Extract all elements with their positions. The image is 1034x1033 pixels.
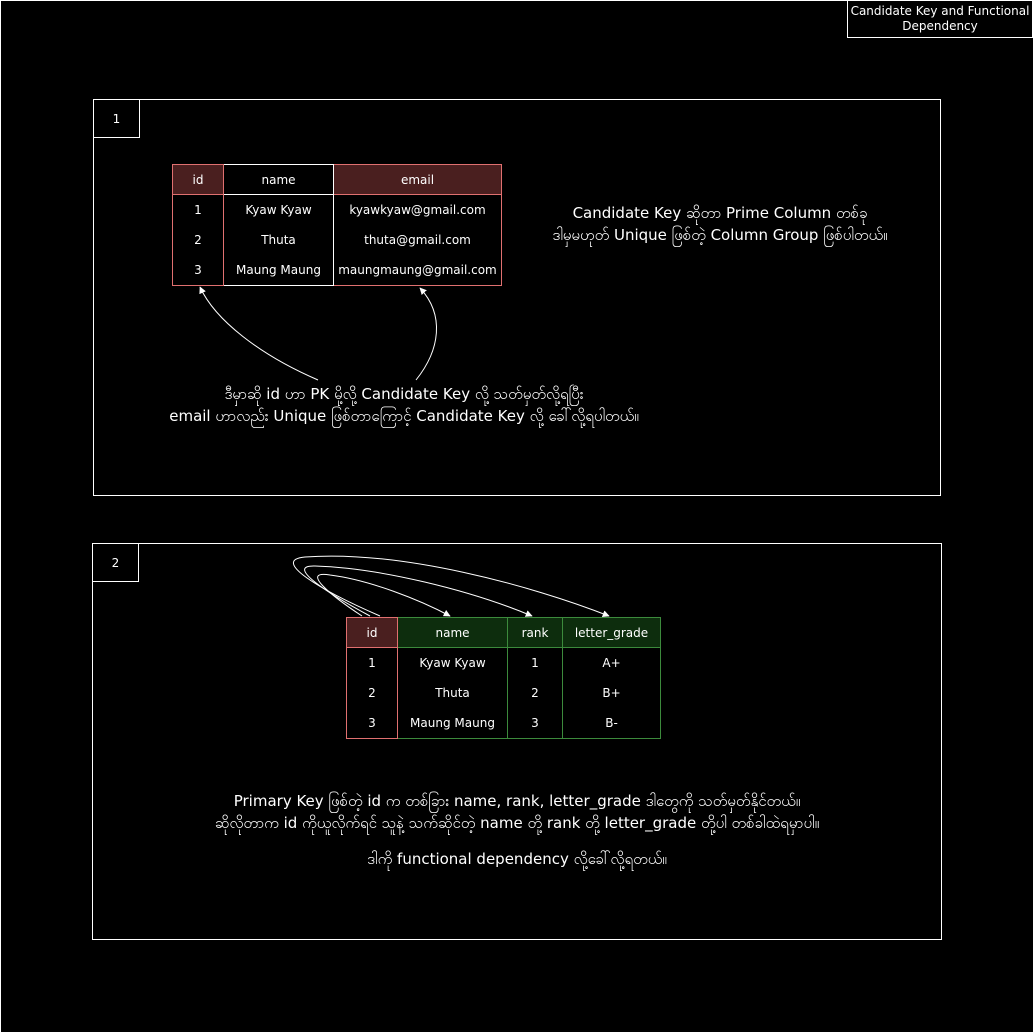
table-cell: 1 (531, 656, 539, 670)
section-1-number: 1 (93, 99, 140, 138)
candidate-key-definition: Candidate Key ဆိုတာ Prime Column တစ်ခု ဒ… (520, 202, 920, 246)
table-cell: Thuta (435, 686, 470, 700)
column-email: email kyawkyaw@gmail.com thuta@gmail.com… (334, 164, 502, 286)
header-id: id (173, 165, 223, 195)
arrow-to-email (415, 287, 438, 381)
header-name: name (398, 618, 507, 648)
table-cell: B- (605, 716, 618, 730)
table-cell: Thuta (261, 233, 296, 247)
column-name: name Kyaw Kyaw Thuta Maung Maung (398, 617, 508, 739)
table-cell: Kyaw Kyaw (245, 203, 312, 217)
table-cell: kyawkyaw@gmail.com (349, 203, 486, 217)
candidate-key-table: id 1 2 3 name Kyaw Kyaw Thuta Maung Maun… (172, 164, 502, 286)
explanation-line: ဒါကို functional dependency လို့ခေါ်လို့… (367, 850, 667, 868)
header-id: id (347, 618, 397, 648)
table-cell: Kyaw Kyaw (419, 656, 486, 670)
explanation-line: Primary Key ဖြစ်တဲ့ id က တစ်ခြား name, r… (233, 792, 801, 810)
definition-line: Candidate Key ဆိုတာ Prime Column တစ်ခု (572, 204, 868, 222)
arrow-id-to-rank (304, 565, 533, 617)
table-cell: A+ (602, 656, 621, 670)
diagram-title: Candidate Key and Functional Dependency (847, 0, 1033, 38)
section-2-number: 2 (92, 543, 139, 582)
arrow-id-to-letter-grade (292, 555, 610, 617)
explanation-line: email ဟာလည်း Unique ဖြစ်တာကြောင့် Candid… (169, 407, 639, 425)
table-cell: 2 (368, 686, 376, 700)
table-cell: 3 (194, 263, 202, 277)
explanation-line: ဆိုလိုတာက id ကိုယူလိုက်ရင် သူနဲ့ သက်ဆိုင… (214, 814, 820, 832)
column-name: name Kyaw Kyaw Thuta Maung Maung (224, 164, 334, 286)
functional-dependency-explanation: Primary Key ဖြစ်တဲ့ id က တစ်ခြား name, r… (92, 790, 942, 870)
section-2-panel: 2 (92, 543, 942, 940)
explanation-line: ဒီမှာဆို id ဟာ PK မို့လို့ Candidate Key… (224, 385, 584, 403)
table-cell: 2 (531, 686, 539, 700)
arrow-to-id (199, 286, 319, 381)
table-cell: maungmaung@gmail.com (338, 263, 497, 277)
table-cell: 3 (368, 716, 376, 730)
arrow-id-to-name (317, 573, 451, 617)
definition-line: ဒါမှမဟုတ် Unique ဖြစ်တဲ့ Column Group ဖြ… (552, 226, 888, 244)
table-cell: 3 (531, 716, 539, 730)
header-rank: rank (508, 618, 562, 648)
column-rank: rank 1 2 3 (508, 617, 563, 739)
table-cell: 1 (194, 203, 202, 217)
header-name: name (224, 165, 333, 195)
column-id: id 1 2 3 (172, 164, 224, 286)
table-cell: Maung Maung (236, 263, 321, 277)
table-cell: B+ (602, 686, 621, 700)
candidate-key-explanation: ဒီမှာဆို id ဟာ PK မို့လို့ Candidate Key… (94, 383, 714, 427)
table-cell: 1 (368, 656, 376, 670)
header-letter-grade: letter_grade (563, 618, 660, 648)
header-email: email (334, 165, 501, 195)
table-cell: Maung Maung (410, 716, 495, 730)
table-cell: thuta@gmail.com (364, 233, 471, 247)
column-id: id 1 2 3 (346, 617, 398, 739)
functional-dependency-table: id 1 2 3 name Kyaw Kyaw Thuta Maung Maun… (346, 617, 661, 739)
section-1-panel: 1 (93, 99, 941, 496)
table-cell: 2 (194, 233, 202, 247)
column-letter-grade: letter_grade A+ B+ B- (563, 617, 661, 739)
